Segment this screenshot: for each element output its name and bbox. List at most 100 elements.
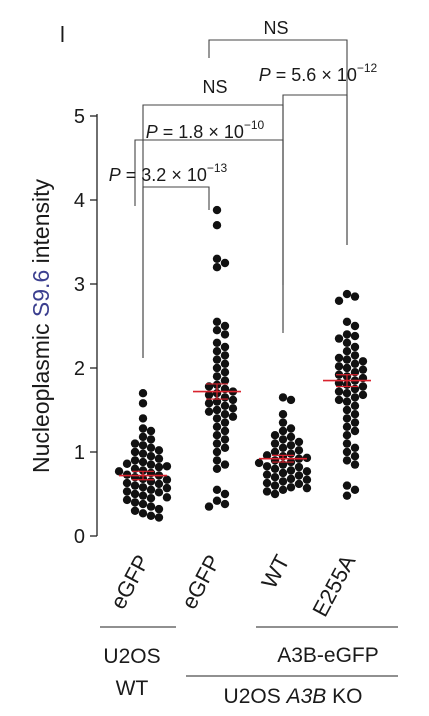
- data-point: [278, 418, 288, 427]
- data-point: [154, 446, 164, 455]
- data-point: [342, 317, 352, 326]
- data-point: [294, 479, 304, 489]
- group-label-a3b: A3B-eGFP: [277, 644, 379, 667]
- group-labels: U2OS WT A3B-eGFP U2OS A3B KO: [100, 626, 398, 708]
- data-point: [138, 414, 148, 423]
- data-point: [130, 481, 140, 490]
- data-point: [262, 451, 272, 460]
- data-point: [154, 454, 164, 463]
- data-point: [138, 389, 148, 398]
- data-point: [220, 321, 230, 331]
- significance-label: NS: [263, 18, 288, 38]
- data-point: [220, 393, 230, 402]
- data-point: [212, 355, 222, 364]
- data-point: [146, 426, 156, 436]
- data-point: [302, 467, 312, 476]
- y-axis-title-highlight: S9.6: [28, 270, 54, 317]
- data-point: [342, 330, 352, 339]
- significance-label: P = 3.2 × 10−13: [109, 161, 228, 185]
- data-point: [342, 389, 352, 398]
- y-axis-title-suffix: intensity: [28, 178, 54, 269]
- group-label-wt: WT: [116, 677, 149, 700]
- data-point: [154, 488, 164, 497]
- significance-bracket: [142, 186, 210, 358]
- y-tick-label: 2: [74, 358, 85, 380]
- data-point: [342, 355, 352, 364]
- data-point: [138, 466, 148, 475]
- data-point: [220, 435, 230, 444]
- data-point: [286, 483, 296, 492]
- data-point: [342, 439, 352, 448]
- data-point: [220, 489, 230, 499]
- data-point: [262, 462, 272, 471]
- data-point: [162, 483, 172, 493]
- data-point: [270, 439, 280, 448]
- data-point: [350, 321, 360, 331]
- y-tick-label: 5: [74, 106, 85, 128]
- mean-bars: [119, 374, 371, 481]
- data-point: [122, 459, 132, 468]
- data-point: [146, 494, 156, 503]
- data-point: [162, 493, 172, 502]
- data-point: [122, 478, 132, 488]
- y-tick-label: 1: [74, 442, 85, 464]
- data-point: [270, 456, 280, 465]
- data-point: [220, 418, 230, 427]
- p-value-text: NS: [202, 77, 227, 97]
- y-axis-label-group: Nucleoplasmic S9.6 intensity: [28, 178, 54, 473]
- data-point: [334, 387, 344, 396]
- data-point: [130, 489, 140, 499]
- p-value-exponent: −12: [357, 61, 378, 75]
- data-point: [122, 487, 132, 496]
- data-point: [286, 441, 296, 450]
- data-point: [204, 399, 214, 408]
- data-point: [228, 395, 238, 405]
- data-point: [122, 495, 132, 505]
- data-point: [350, 418, 360, 427]
- significance-label: NS: [202, 77, 227, 97]
- data-point: [262, 487, 272, 496]
- data-point: [122, 470, 132, 479]
- data-point: [286, 466, 296, 475]
- data-point: [220, 443, 230, 452]
- data-point: [146, 502, 156, 511]
- data-point: [220, 401, 230, 410]
- data-point: [212, 363, 222, 373]
- data-point: [350, 393, 360, 402]
- significance-bracket: [282, 94, 348, 285]
- data-point: [358, 390, 368, 400]
- data-point: [294, 471, 304, 480]
- data-point: [342, 481, 352, 490]
- y-axis-title: Nucleoplasmic S9.6 intensity: [28, 178, 54, 473]
- data-point: [146, 460, 156, 469]
- data-point: [220, 351, 230, 360]
- data-point: [228, 404, 238, 413]
- data-point: [294, 437, 304, 447]
- data-point: [278, 477, 288, 486]
- data-point: [278, 485, 288, 494]
- data-point: [146, 452, 156, 461]
- data-point: [146, 485, 156, 494]
- data-point: [130, 439, 140, 448]
- data-point: [342, 414, 352, 423]
- data-point: [212, 447, 222, 457]
- data-point: [220, 258, 230, 268]
- data-point: [228, 412, 238, 421]
- panel-label: l: [60, 22, 65, 47]
- data-point: [342, 347, 352, 356]
- data-point: [342, 363, 352, 373]
- data-point: [138, 491, 148, 500]
- data-point: [350, 292, 360, 301]
- data-point: [286, 449, 296, 458]
- y-tick-label: 4: [74, 190, 85, 212]
- p-value-text: = 1.8 × 10: [158, 122, 244, 142]
- data-point: [212, 372, 222, 381]
- data-point: [162, 462, 172, 471]
- data-point: [212, 431, 222, 440]
- data-point: [262, 470, 272, 479]
- data-point: [220, 368, 230, 377]
- data-point: [294, 462, 304, 472]
- data-point: [286, 474, 296, 484]
- data-point: [358, 382, 368, 391]
- data-point: [278, 443, 288, 452]
